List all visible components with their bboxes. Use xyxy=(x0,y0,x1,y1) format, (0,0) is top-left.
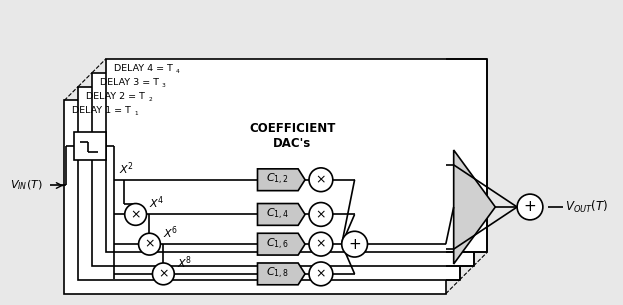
Text: ×: × xyxy=(316,238,326,251)
Circle shape xyxy=(517,194,543,220)
Text: $X^8$: $X^8$ xyxy=(177,254,193,271)
Text: DAC's: DAC's xyxy=(273,137,312,149)
Circle shape xyxy=(125,203,146,225)
Text: DELAY 1 = T: DELAY 1 = T xyxy=(72,106,131,115)
Text: ×: × xyxy=(158,267,169,280)
Bar xyxy=(446,59,488,252)
Text: $X^6$: $X^6$ xyxy=(163,224,179,241)
Bar xyxy=(106,59,487,252)
Text: $_4$: $_4$ xyxy=(175,67,181,76)
Text: $C_{1,6}$: $C_{1,6}$ xyxy=(266,237,289,252)
Text: $_2$: $_2$ xyxy=(148,95,153,104)
Text: ×: × xyxy=(145,238,155,251)
Circle shape xyxy=(309,168,333,192)
Text: $V_{OUT}(T)$: $V_{OUT}(T)$ xyxy=(564,199,608,215)
Text: DELAY 4 = T: DELAY 4 = T xyxy=(114,64,173,73)
Polygon shape xyxy=(257,263,305,285)
Circle shape xyxy=(153,263,174,285)
Text: $C_{1,2}$: $C_{1,2}$ xyxy=(267,172,289,187)
Circle shape xyxy=(309,262,333,286)
Text: $X^2$: $X^2$ xyxy=(119,160,134,177)
Text: ×: × xyxy=(316,173,326,186)
Bar xyxy=(64,100,446,294)
Text: $_1$: $_1$ xyxy=(134,109,139,118)
Text: ×: × xyxy=(130,208,141,221)
Circle shape xyxy=(309,232,333,256)
Text: ×: × xyxy=(316,208,326,221)
Circle shape xyxy=(342,231,368,257)
Polygon shape xyxy=(257,169,305,191)
Text: $_3$: $_3$ xyxy=(161,81,167,90)
Text: +: + xyxy=(348,237,361,252)
Bar xyxy=(92,73,473,266)
Text: ×: × xyxy=(316,267,326,280)
Text: $C_{1,4}$: $C_{1,4}$ xyxy=(266,207,290,222)
Text: $C_{1,8}$: $C_{1,8}$ xyxy=(266,266,289,282)
Bar xyxy=(78,87,460,280)
Polygon shape xyxy=(257,203,305,225)
Circle shape xyxy=(309,203,333,226)
Bar xyxy=(446,73,475,266)
Circle shape xyxy=(138,233,160,255)
Polygon shape xyxy=(454,150,495,264)
Text: COEFFICIENT: COEFFICIENT xyxy=(249,122,335,135)
Bar xyxy=(74,132,106,160)
Text: DELAY 3 = T: DELAY 3 = T xyxy=(100,78,159,87)
Polygon shape xyxy=(257,233,305,255)
Text: DELAY 2 = T: DELAY 2 = T xyxy=(86,92,145,101)
Text: $V_{IN}(T)$: $V_{IN}(T)$ xyxy=(10,179,42,192)
Text: $X^4$: $X^4$ xyxy=(150,195,165,211)
Bar xyxy=(446,87,460,280)
Text: +: + xyxy=(523,199,536,214)
